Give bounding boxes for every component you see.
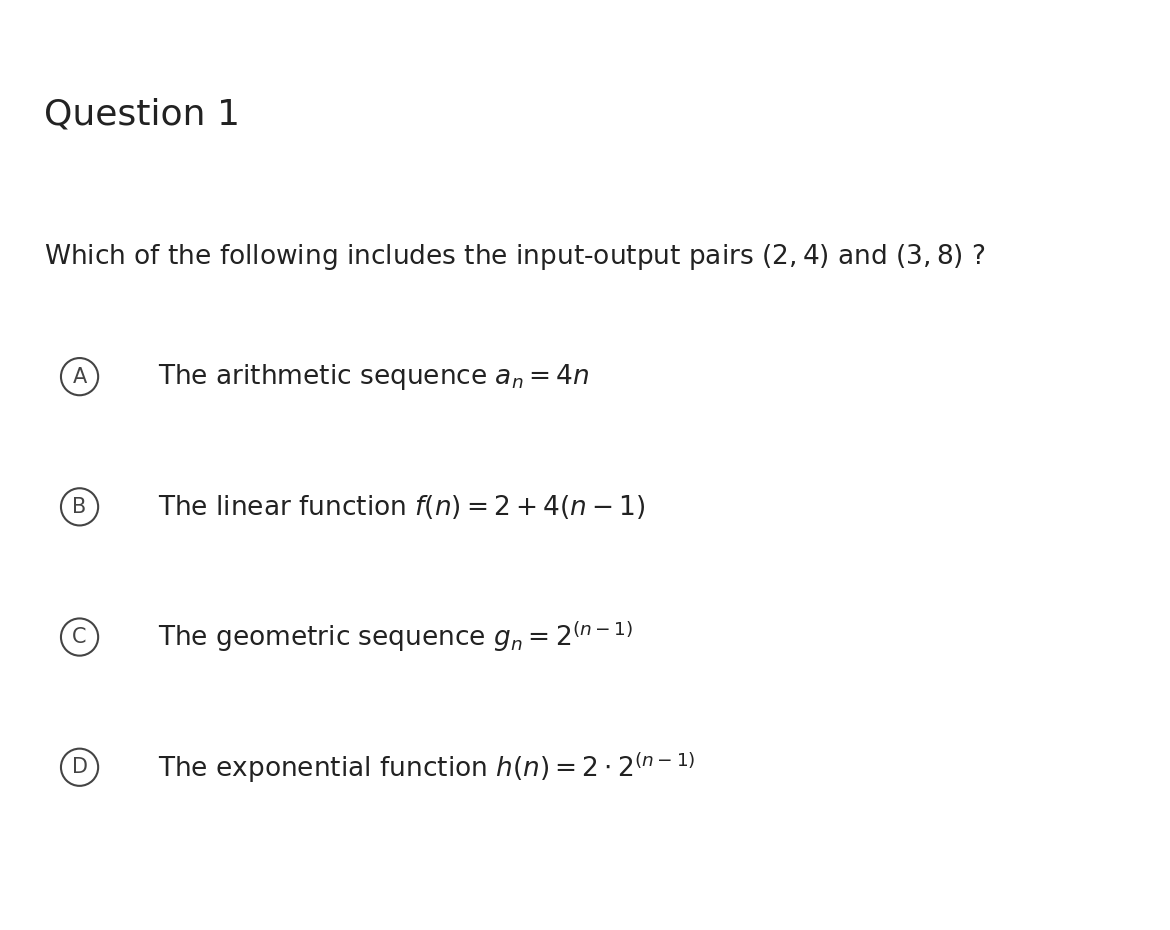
Text: The geometric sequence $g_n = 2^{(n-1)}$: The geometric sequence $g_n = 2^{(n-1)}$ <box>158 619 633 655</box>
Text: B: B <box>73 497 87 517</box>
Text: A: A <box>73 366 87 387</box>
Text: The arithmetic sequence $a_n = 4n$: The arithmetic sequence $a_n = 4n$ <box>158 362 590 392</box>
Text: C: C <box>73 627 87 647</box>
Text: Question 1: Question 1 <box>44 98 241 132</box>
Text: Which of the following includes the input-output pairs $(2,4)$ and $(3,8)$ ?: Which of the following includes the inpu… <box>44 242 986 272</box>
Text: The exponential function $h(n) = 2 \cdot 2^{(n-1)}$: The exponential function $h(n) = 2 \cdot… <box>158 750 695 785</box>
Text: D: D <box>71 757 88 777</box>
Text: The linear function $f(n) = 2 + 4(n - 1)$: The linear function $f(n) = 2 + 4(n - 1)… <box>158 493 646 521</box>
